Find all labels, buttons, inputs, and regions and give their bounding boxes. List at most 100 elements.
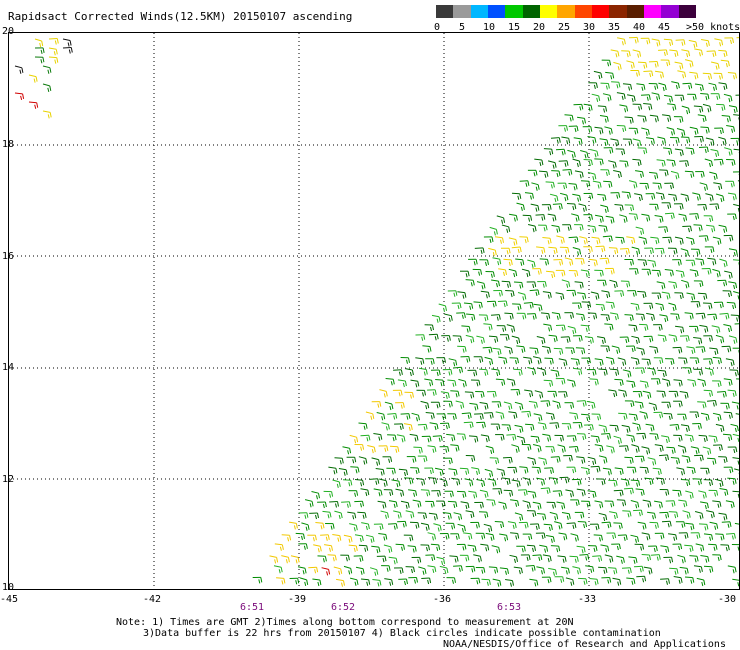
wind-barb-feather (283, 578, 286, 584)
wind-barb (495, 411, 504, 414)
wind-barb (342, 446, 350, 449)
wind-barb-feather (659, 270, 662, 276)
wind-barb-feather (576, 446, 579, 452)
wind-barb-feather (595, 260, 598, 266)
wind-barb-feather (732, 181, 735, 187)
wind-barb-feather (667, 454, 669, 460)
wind-barb (670, 457, 679, 459)
wind-barb-feather (576, 556, 579, 562)
wind-barb-feather (362, 514, 365, 519)
wind-barb-feather (518, 389, 521, 395)
wind-barb-feather (587, 304, 590, 309)
wind-barb-feather (719, 129, 722, 135)
wind-barb-feather (714, 400, 717, 406)
wind-barb-feather (582, 402, 585, 407)
wind-barb-feather (407, 502, 410, 508)
wind-barb (655, 302, 663, 306)
wind-barb-feather (628, 426, 631, 432)
wind-barb-feather (563, 503, 566, 509)
wind-barb-feather (646, 324, 649, 330)
wind-barb-feather (47, 87, 50, 93)
wind-barb-feather (711, 479, 713, 486)
wind-barb-feather (736, 140, 739, 145)
wind-barb-feather (681, 41, 684, 46)
wind-barb (371, 457, 379, 461)
wind-barb (628, 213, 637, 215)
wind-barb-feather (398, 371, 401, 376)
wind-barb-feather (478, 271, 481, 276)
wind-barb-feather (438, 369, 441, 376)
wind-barb-feather (572, 205, 575, 211)
wind-barb (621, 567, 631, 569)
wind-barb-feather (494, 250, 497, 256)
wind-barb-feather (517, 533, 520, 539)
wind-barb-feather (638, 393, 641, 398)
wind-barb-feather (643, 314, 646, 320)
wind-barb-feather (710, 513, 713, 519)
wind-barb-feather (493, 231, 496, 236)
wind-barb-feather (459, 302, 462, 309)
wind-barb-feather (675, 316, 678, 321)
wind-barb-feather (635, 339, 638, 345)
wind-barb-feather (619, 492, 622, 497)
wind-barb (570, 358, 579, 360)
wind-barb-feather (322, 523, 325, 529)
wind-barb-feather (432, 568, 435, 574)
wind-barb-feather (56, 57, 59, 63)
wind-barb-feather (580, 335, 583, 341)
wind-barb-feather (608, 130, 611, 135)
wind-barb-feather (422, 358, 425, 364)
wind-barb (492, 257, 500, 260)
wind-barb-feather (436, 423, 439, 430)
y-label-18N: 18 (2, 139, 15, 150)
wind-barb (433, 523, 441, 526)
wind-barb (479, 368, 487, 371)
wind-barb (469, 402, 477, 405)
wind-barb-feather (359, 537, 362, 543)
wind-barb-feather (380, 434, 383, 440)
wind-barb (570, 533, 578, 536)
wind-barb (621, 424, 630, 428)
wind-barb-feather (631, 347, 634, 353)
wind-barb (481, 578, 490, 581)
wind-barb-feather (735, 106, 738, 113)
wind-barb-feather (542, 425, 545, 431)
wind-barb-feather (450, 315, 453, 321)
wind-barb-feather (610, 304, 613, 309)
wind-barb-feather (562, 558, 565, 563)
wind-barb-feather (560, 490, 563, 496)
wind-barb-feather (643, 149, 646, 155)
wind-barb-feather (515, 412, 518, 418)
wind-barb-feather (410, 394, 412, 399)
wind-barb-feather (635, 504, 638, 509)
wind-barb-feather (701, 581, 704, 587)
wind-barb-feather (610, 503, 613, 508)
wind-barb-feather (666, 226, 669, 232)
wind-barb-feather (701, 369, 703, 375)
wind-barb-feather (390, 546, 393, 552)
wind-barb-feather (732, 360, 735, 366)
wind-barb (702, 103, 711, 107)
wind-barb-feather (412, 548, 415, 553)
wind-barb-feather (453, 435, 456, 441)
wind-barb-feather (616, 194, 619, 199)
wind-barb-feather (518, 371, 521, 376)
wind-barb-feather (508, 226, 511, 232)
wind-barb-feather (683, 521, 686, 527)
wind-barb-feather (717, 382, 720, 388)
wind-barb-feather (722, 393, 725, 398)
wind-barb (715, 334, 723, 338)
wind-barb-feather (414, 546, 417, 552)
wind-barb-feather (532, 227, 535, 233)
wind-barb-feather (572, 437, 575, 442)
wind-barb (312, 578, 320, 581)
wind-barb-feather (420, 447, 423, 453)
wind-barb-feather (719, 501, 722, 507)
wind-barb-feather (691, 61, 694, 67)
wind-barb-feather (679, 490, 682, 496)
wind-barb-feather (667, 546, 670, 552)
wind-barb-feather (482, 391, 485, 397)
wind-barb-feather (515, 239, 518, 245)
wind-barb-feather (717, 359, 720, 365)
wind-barb-feather (325, 536, 328, 541)
